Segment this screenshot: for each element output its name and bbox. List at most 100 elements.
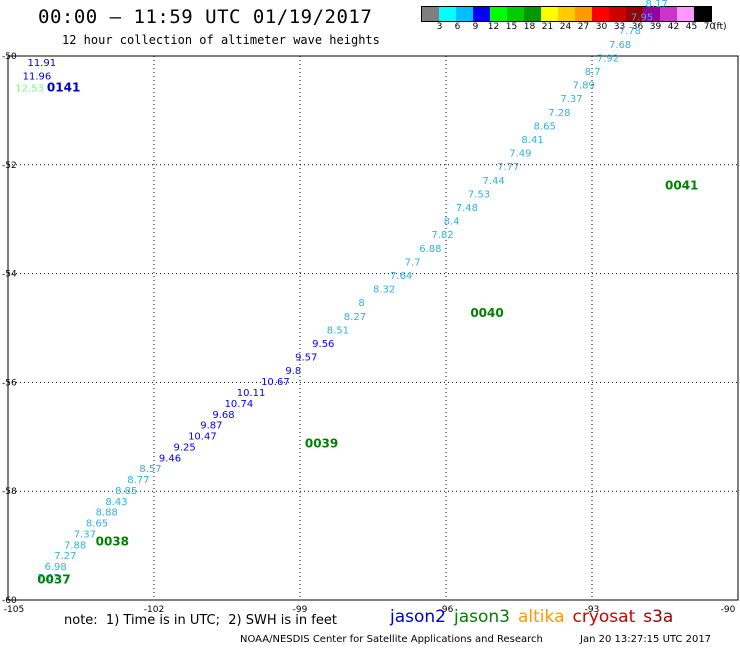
data-point-jason3: 7.44 (483, 176, 505, 187)
data-point-jason3: 9.57 (295, 353, 317, 364)
legend-swatch-10 (592, 7, 609, 21)
legend-label-33: 33 (613, 22, 626, 32)
x-tick-label: -93 (585, 605, 600, 615)
legend-label-36: 36 (631, 22, 644, 32)
chart-subtitle: 12 hour collection of altimeter wave hei… (62, 33, 380, 47)
plot-frame (7, 55, 739, 601)
data-point-jason3: 8 (358, 298, 364, 309)
satellite-s3a: s3a (643, 607, 674, 627)
data-point-jason3: 10.11 (237, 388, 266, 399)
time-label-0040: 0040 (470, 306, 503, 320)
y-tick-label: -52 (2, 161, 17, 171)
legend-label-15: 15 (505, 22, 518, 32)
data-point-jason3: 8.17 (646, 0, 668, 10)
color-scale-labels: 3 6 9 12 15 18 21 24 27 30 33 36 39 42 45 70 (421, 22, 731, 36)
data-point-jason3: 7.37 (560, 94, 582, 105)
data-point-jason2: 11.91 (27, 58, 56, 69)
data-point-jason3: 7.78 (619, 26, 641, 37)
legend-swatch-4 (490, 7, 507, 21)
x-tick-label: -96 (439, 605, 454, 615)
data-point-jason3: 7.89 (573, 81, 595, 92)
generation-timestamp: Jan 20 13:27:15 UTC 2017 (580, 634, 712, 645)
satellite-altika: altika (518, 607, 565, 627)
data-point-jason3: 7.82 (431, 230, 453, 241)
y-tick-label: -50 (2, 52, 17, 62)
data-point-jason3: 7.64 (390, 271, 412, 282)
time-label-0037: 0037 (37, 573, 70, 587)
legend-label-24: 24 (559, 22, 572, 32)
data-point-jason3: 8.4 (444, 217, 460, 228)
legend-label-30: 30 (595, 22, 608, 32)
data-point-jason3: 7.7 (405, 257, 421, 268)
satellite-jason2: jason2 (390, 607, 446, 627)
time-labels: 0141 0037 0038 0039 0040 0041 (37, 80, 698, 586)
x-tick-label: -105 (4, 605, 24, 615)
data-point-jason3: 8.77 (127, 475, 149, 486)
color-scale-swatches (421, 6, 712, 22)
legend-swatch-6 (524, 7, 541, 21)
data-point-jason3: 9.68 (212, 410, 234, 421)
legend-swatch-5 (507, 7, 524, 21)
data-point-jason3: 8.41 (521, 135, 543, 146)
data-points: 11.9111.9612.537.676.987.277.887.378.658… (15, 0, 668, 584)
legend-label-42: 42 (667, 22, 680, 32)
legend-swatch-1 (439, 7, 456, 21)
legend-swatch-7 (541, 7, 558, 21)
legend-swatch-16 (694, 7, 711, 21)
x-tick-label: -99 (293, 605, 308, 615)
time-label-0039: 0039 (305, 437, 338, 451)
data-point-jason2: 12.53 (15, 83, 44, 94)
data-point-jason3: 8.85 (115, 486, 137, 497)
time-label-0038: 0038 (96, 535, 129, 549)
data-point-jason3: 9.8 (285, 366, 301, 377)
data-point-jason3: 9.46 (159, 453, 181, 464)
legend-label-45: 45 (685, 22, 698, 32)
data-point-jason3: 7.68 (609, 40, 631, 51)
data-point-jason3: 8.65 (86, 519, 108, 530)
y-tick-label: -60 (2, 596, 17, 606)
data-point-jason3: 7.49 (509, 149, 531, 160)
legend-swatch-14 (660, 7, 677, 21)
data-point-jason3: 8.43 (105, 497, 127, 508)
legend-label-18: 18 (523, 22, 536, 32)
legend-swatch-9 (575, 7, 592, 21)
data-point-jason3: 10.74 (225, 399, 254, 410)
credit-line: NOAA/NESDIS Center for Satellite Applica… (240, 634, 543, 645)
satellite-cryosat: cryosat (572, 607, 636, 627)
legend-label-27: 27 (577, 22, 590, 32)
data-point-jason3: 8.7 (585, 67, 601, 78)
y-tick-label: -54 (2, 270, 17, 280)
satellite-jason3: jason3 (454, 607, 510, 627)
plot-grid (8, 56, 738, 600)
legend-swatch-13 (643, 7, 660, 21)
data-point-jason3: 6.88 (419, 244, 441, 255)
legend-swatch-2 (456, 7, 473, 21)
data-point-jason3: 7.37 (74, 529, 96, 540)
data-point-jason3: 8.57 (139, 464, 161, 475)
time-label-0041: 0041 (665, 178, 698, 192)
chart-title: 00:00 — 11:59 UTC 01/19/2017 (38, 6, 373, 28)
x-tick-label: -102 (144, 605, 164, 615)
legend-label-3: 3 (436, 22, 443, 32)
color-scale-legend: 3 6 9 12 15 18 21 24 27 30 33 36 39 42 45 70 (ft) (421, 6, 727, 32)
legend-label-39: 39 (649, 22, 662, 32)
data-point-jason3: 8.88 (96, 508, 118, 519)
plot-axes: -105 -102 -99 -96 -93 -90 -50 -52 -54 -56 -58 -60 (2, 52, 739, 615)
data-point-jason3: 8.32 (373, 285, 395, 296)
legend-swatch-12 (626, 7, 643, 21)
legend-label-9: 9 (472, 22, 479, 32)
y-tick-label: -56 (2, 378, 17, 388)
data-point-jason3: 7.28 (548, 108, 570, 119)
data-point-jason3: 7.48 (456, 203, 478, 214)
legend-label-21: 21 (541, 22, 554, 32)
data-point-jason3: 7.88 (64, 540, 86, 551)
legend-swatch-0 (422, 7, 439, 21)
data-point-jason3: 7.27 (54, 551, 76, 562)
legend-swatch-3 (473, 7, 490, 21)
data-point-jason3: 6.98 (45, 562, 67, 573)
x-tick-label: -90 (721, 605, 736, 615)
data-point-jason3: 8.51 (327, 325, 349, 336)
legend-swatch-11 (609, 7, 626, 21)
data-point-jason3: 9.25 (173, 442, 195, 453)
legend-label-70: 70 (703, 22, 716, 32)
